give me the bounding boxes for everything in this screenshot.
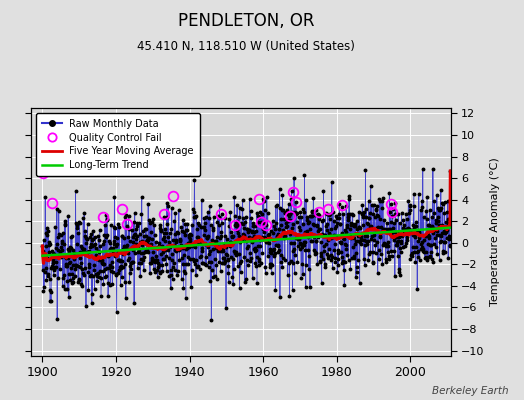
Text: 45.410 N, 118.510 W (United States): 45.410 N, 118.510 W (United States)	[137, 40, 355, 53]
Y-axis label: Temperature Anomaly (°C): Temperature Anomaly (°C)	[490, 158, 500, 306]
Text: PENDLETON, OR: PENDLETON, OR	[178, 12, 314, 30]
Text: Berkeley Earth: Berkeley Earth	[432, 386, 508, 396]
Legend: Raw Monthly Data, Quality Control Fail, Five Year Moving Average, Long-Term Tren: Raw Monthly Data, Quality Control Fail, …	[36, 113, 200, 176]
